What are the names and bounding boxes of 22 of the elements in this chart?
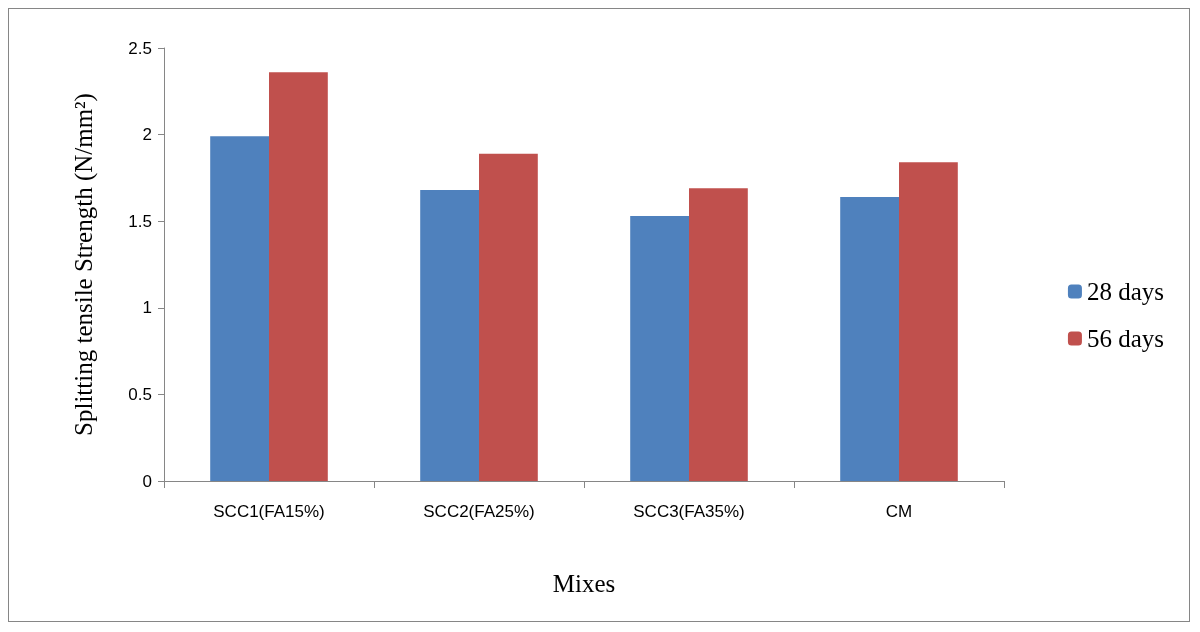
y-tick-label: 0 [142, 471, 152, 491]
y-tick-label: 2.5 [128, 38, 152, 58]
legend-label: 56 days [1086, 325, 1164, 352]
bar [840, 196, 899, 481]
y-axis-title: Splitting tensile Strength (N/mm²) [70, 93, 98, 436]
x-axis-title: Mixes [552, 570, 616, 597]
y-tick-label: 2 [142, 125, 152, 145]
y-tick-label: 1 [142, 298, 152, 318]
bar [899, 162, 958, 481]
legend-label: 28 days [1086, 278, 1164, 305]
bar [630, 216, 689, 481]
bar [269, 72, 328, 481]
y-tick-label: 1.5 [128, 211, 152, 231]
y-tick-label: 0.5 [128, 384, 152, 404]
x-tick-label: CM [885, 502, 913, 521]
bar [479, 153, 538, 481]
bar [689, 188, 748, 481]
x-tick-label: SCC2(FA25%) [423, 502, 535, 521]
x-tick-label: SCC1(FA15%) [213, 502, 325, 521]
bar [420, 190, 479, 481]
x-tick-label: SCC3(FA35%) [633, 502, 745, 521]
bar [210, 136, 269, 481]
